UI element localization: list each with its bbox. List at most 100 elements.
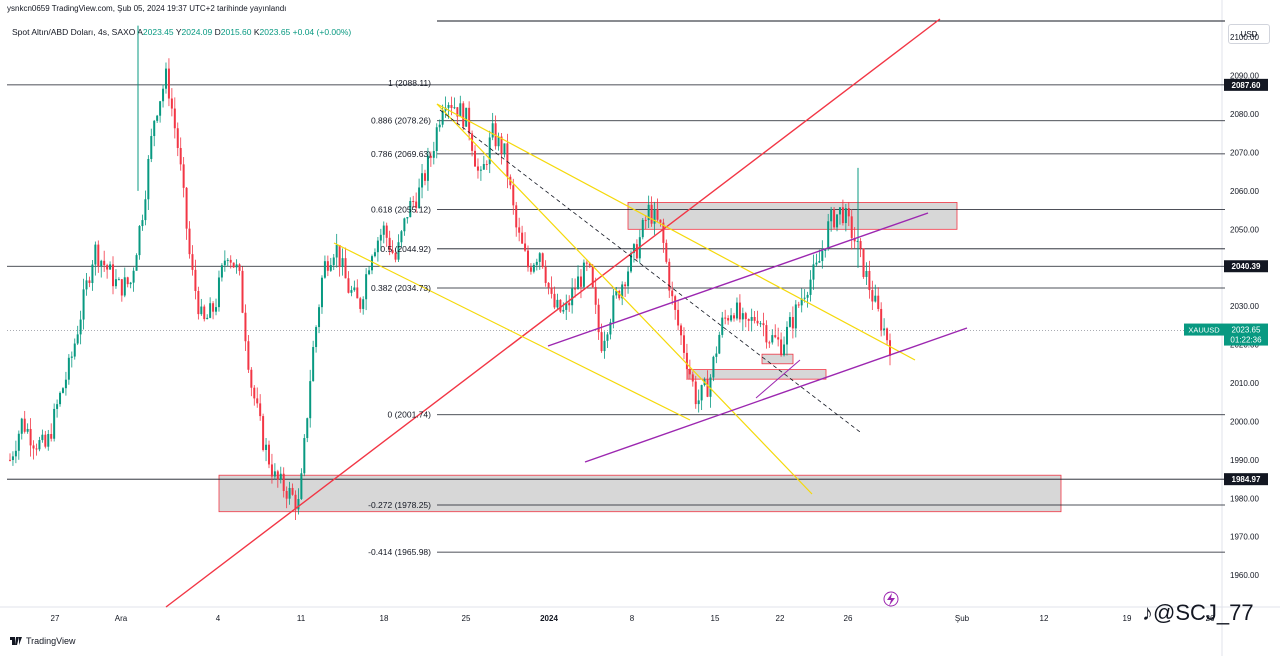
candle-body [621, 284, 624, 299]
yellow-channel-lower [436, 103, 813, 495]
candle-body [176, 128, 179, 148]
candle-body [797, 304, 800, 306]
candle-body [226, 259, 229, 261]
candle-body [238, 264, 241, 271]
candle-body [824, 248, 827, 251]
candle-body [167, 68, 170, 99]
candle-body [783, 344, 786, 356]
candle-body [780, 339, 783, 356]
y-tick-label: 1990.00 [1230, 456, 1259, 465]
candle-body [471, 133, 474, 151]
candle-body [412, 201, 415, 203]
candle-body [29, 428, 32, 446]
candle-body [697, 400, 700, 405]
y-tick-label: 2080.00 [1230, 110, 1259, 119]
price-label: 2087.60 [1232, 81, 1261, 90]
purple-channel-lower [584, 327, 968, 463]
fib-label: 0.5 (2044.92) [380, 244, 431, 254]
candle-body [588, 263, 591, 266]
candle-body [515, 205, 518, 228]
close-label: K [253, 27, 260, 37]
candle-body [741, 313, 744, 320]
candle-body [120, 279, 123, 296]
candle-body [135, 255, 138, 271]
x-tick-label: 15 [711, 614, 720, 623]
candle-body [874, 295, 877, 302]
candle-body [744, 313, 747, 320]
candle-body [397, 242, 400, 260]
candle-body [538, 253, 541, 262]
candle-body [532, 264, 535, 272]
candle-body [318, 307, 321, 328]
currency-button[interactable]: USD [1228, 24, 1270, 44]
candle-body [350, 290, 353, 293]
candle-body [630, 252, 633, 272]
candle-body [859, 241, 862, 249]
candle-body [320, 277, 323, 308]
candle-body [474, 150, 477, 167]
candle-body [126, 277, 129, 285]
candle-body [117, 279, 120, 281]
candle-body [836, 214, 839, 228]
candle-body [500, 136, 503, 154]
tradingview-logo-icon [10, 637, 22, 645]
candle-body [603, 340, 606, 352]
candle-body [376, 240, 379, 253]
candle-body [682, 335, 685, 353]
candle-body [32, 445, 35, 449]
y-tick-label: 2070.00 [1230, 148, 1259, 157]
x-tick-label: 18 [380, 614, 389, 623]
candle-body [450, 105, 453, 109]
candle-body [574, 288, 577, 290]
candle-body [653, 209, 656, 224]
candle-body [777, 337, 780, 340]
candle-body [164, 68, 167, 89]
countdown-label: 01:22:36 [1230, 336, 1262, 345]
candle-body [129, 282, 132, 285]
y-tick-label: 2090.00 [1230, 72, 1259, 81]
candle-body [273, 471, 276, 477]
candle-body [709, 377, 712, 397]
candle-body [750, 316, 753, 321]
symbol-title[interactable]: Spot Altın/ABD Doları, 4s, SAXO [12, 27, 136, 37]
candle-body [647, 204, 650, 221]
high-label: Y [175, 27, 182, 37]
candle-body [400, 231, 403, 243]
candle-body [291, 487, 294, 495]
candle-body [123, 277, 126, 296]
fib-label: 1 (2088.11) [388, 78, 431, 88]
candle-body [868, 270, 871, 291]
current-price-box [1224, 323, 1268, 346]
candle-body [680, 325, 683, 336]
candle-body [103, 260, 106, 266]
candle-body [830, 209, 833, 222]
candle-body [418, 187, 421, 208]
candle-body [217, 277, 220, 308]
candle-body [347, 278, 350, 293]
candle-body [656, 209, 659, 220]
candle-body [568, 302, 571, 306]
candle-body [724, 317, 727, 319]
candle-body [309, 381, 312, 419]
symbol-tag-box [1184, 323, 1224, 336]
publish-info: ysnkcn0659 TradingView.com, Şub 05, 2024… [7, 4, 287, 13]
candle-body [812, 264, 815, 280]
fib-label: 0.382 (2034.73) [371, 283, 431, 293]
candle-body [185, 187, 188, 229]
price-label-box [1224, 260, 1268, 273]
candle-body [650, 204, 653, 224]
candle-body [379, 234, 382, 241]
candle-body [112, 264, 115, 287]
candle-body [838, 207, 841, 215]
candle-body [253, 387, 256, 399]
candle-body [485, 164, 488, 166]
candle-body [791, 317, 794, 329]
candle-body [197, 291, 200, 315]
y-tick-label: 1960.00 [1230, 571, 1259, 580]
zone-layer [218, 202, 1062, 513]
candle-body [241, 270, 244, 313]
tradingview-logo[interactable]: TradingView [10, 636, 76, 646]
x-tick-label: 27 [51, 614, 60, 623]
candle-body [880, 308, 883, 331]
